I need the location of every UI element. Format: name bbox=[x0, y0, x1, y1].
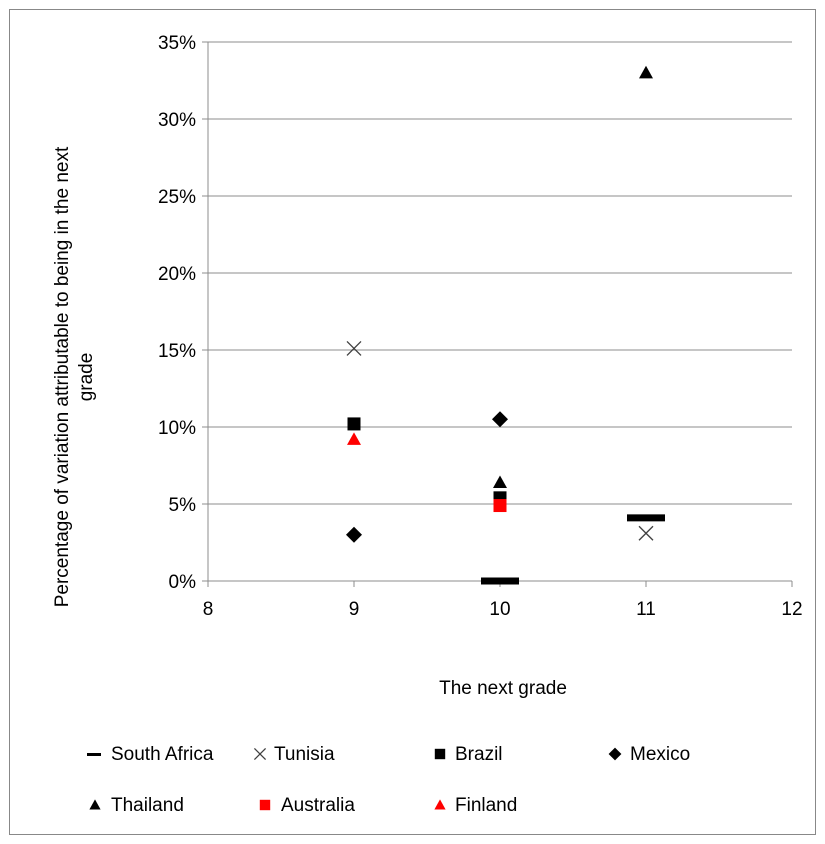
point-mexico bbox=[492, 411, 508, 428]
point-thailand bbox=[493, 475, 507, 489]
x-axis-title: The next grade bbox=[439, 678, 567, 699]
legend-marker bbox=[253, 747, 267, 761]
legend-label: Tunisia bbox=[274, 744, 335, 765]
legend-item-mexico: Mexico bbox=[608, 744, 690, 765]
legend-label: Mexico bbox=[630, 744, 690, 765]
point-finland bbox=[347, 432, 361, 445]
legend-marker bbox=[259, 799, 271, 811]
legend-label: Brazil bbox=[455, 744, 503, 765]
data-points bbox=[346, 65, 665, 585]
point-brazil bbox=[347, 417, 361, 431]
legend-marker bbox=[434, 748, 446, 760]
point-australia bbox=[493, 499, 507, 513]
legend-label: South Africa bbox=[111, 744, 214, 765]
x-tick-label: 8 bbox=[203, 599, 214, 620]
legend-marker bbox=[434, 799, 446, 810]
y-tick-label: 35% bbox=[158, 33, 196, 54]
y-axis-title-line-2: grade bbox=[76, 353, 97, 402]
y-tick-label: 30% bbox=[158, 110, 196, 131]
legend-item-brazil: Brazil bbox=[434, 744, 503, 765]
point-tunisia bbox=[346, 341, 362, 356]
legend-item-australia: Australia bbox=[259, 795, 355, 816]
legend-label: Finland bbox=[455, 795, 517, 816]
legend-marker bbox=[89, 799, 101, 810]
gridlines bbox=[202, 41, 792, 582]
legend-item-south-africa: South Africa bbox=[87, 744, 214, 765]
x-tick-label: 12 bbox=[781, 599, 802, 620]
point-south-africa bbox=[481, 577, 519, 585]
y-tick-label: 10% bbox=[158, 418, 196, 439]
y-axis-title-line-1: Percentage of variation attributable to … bbox=[52, 146, 73, 607]
legend-item-finland: Finland bbox=[434, 795, 517, 816]
point-mexico bbox=[346, 526, 362, 543]
y-tick-labels: 0% 5% 10% 15% 20% 25% 30% 35% bbox=[158, 33, 196, 593]
y-axis-title: Percentage of variation attributable to … bbox=[52, 146, 97, 607]
x-tick-label: 10 bbox=[489, 599, 510, 620]
legend-item-tunisia: Tunisia bbox=[253, 744, 335, 765]
x-tick-label: 11 bbox=[636, 599, 656, 620]
y-tick-label: 25% bbox=[158, 187, 196, 208]
legend-label: Australia bbox=[281, 795, 355, 816]
x-tick-label: 9 bbox=[349, 599, 360, 620]
chart-frame: 0% 5% 10% 15% 20% 25% 30% 35% 8 9 10 11 12 The next… bbox=[9, 9, 816, 835]
point-thailand bbox=[639, 65, 653, 79]
legend-item-thailand: Thailand bbox=[89, 795, 184, 816]
legend-marker bbox=[87, 753, 101, 756]
y-tick-label: 15% bbox=[158, 341, 196, 362]
y-tick-label: 0% bbox=[169, 572, 197, 593]
y-tick-label: 5% bbox=[169, 495, 197, 516]
legend-label: Thailand bbox=[111, 795, 184, 816]
point-tunisia bbox=[638, 525, 654, 541]
scatter-chart: 0% 5% 10% 15% 20% 25% 30% 35% 8 9 10 11 12 The next… bbox=[52, 33, 803, 816]
x-tick-labels: 8 9 10 11 12 bbox=[203, 599, 803, 620]
legend: South Africa Tunisia Brazil Mexico Thailand A… bbox=[87, 744, 690, 816]
point-south-africa bbox=[627, 514, 665, 522]
legend-marker bbox=[608, 747, 622, 761]
y-tick-label: 20% bbox=[158, 264, 196, 285]
